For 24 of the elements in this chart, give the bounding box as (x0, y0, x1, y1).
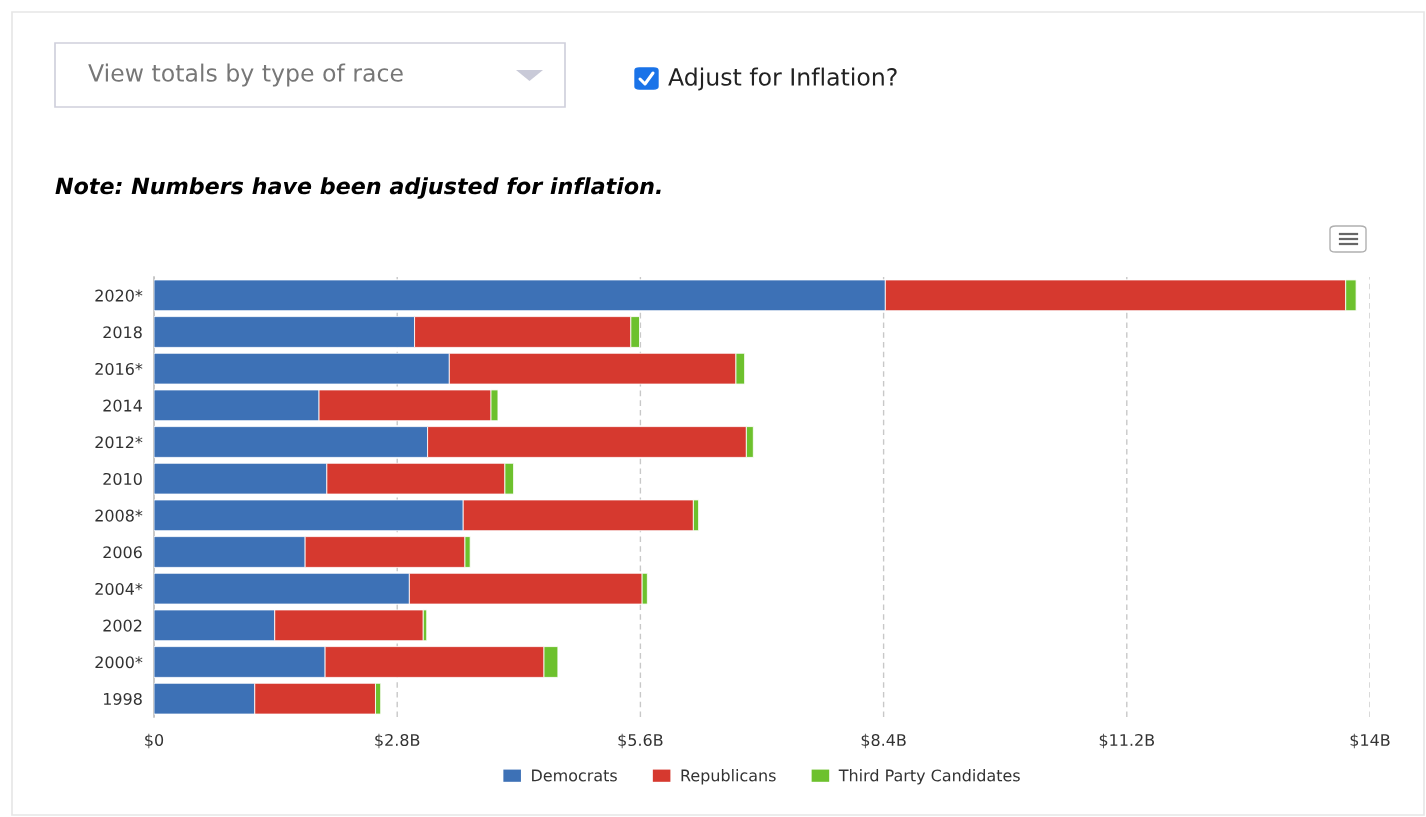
legend-label: Democrats (532, 769, 617, 782)
y-tick-label: 2004* (95, 582, 143, 595)
y-tick-label: 2000* (95, 656, 143, 669)
x-tick-label: $8.4B (861, 733, 906, 749)
x-tick-label: $11.2B (1099, 733, 1155, 749)
y-tick-label: 2018 (103, 326, 142, 339)
y-tick-label: 2020* (95, 289, 143, 302)
y-tick-label: 2012* (95, 436, 143, 449)
legend-label: Third Party Candidates (838, 769, 1020, 785)
legend-label: Republicans (681, 769, 776, 785)
x-tick-label: $2.8B (375, 733, 420, 749)
y-tick-label: 2014 (103, 399, 142, 412)
text: Adjust for Inflation? (668, 67, 897, 91)
y-tick-label: 1998 (103, 692, 142, 705)
y-tick-label: 2002 (103, 619, 142, 632)
y-tick-label: 2008* (95, 509, 143, 522)
x-tick-label: $14B (1350, 733, 1390, 749)
text: View totals by type of race (88, 63, 403, 87)
x-tick-label: $5.6B (618, 733, 663, 749)
text: Note: Numbers have been adjusted for inflation. (55, 177, 661, 199)
y-tick-label: 2010 (103, 472, 142, 485)
y-tick-label: 2006 (103, 546, 142, 559)
y-tick-label: 2016* (95, 362, 143, 375)
x-tick-label: $0 (145, 733, 164, 749)
